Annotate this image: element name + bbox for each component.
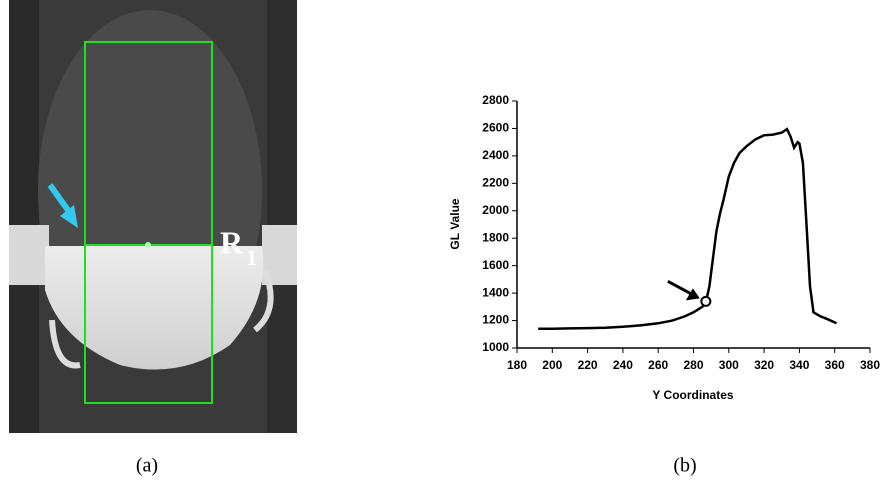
x-tick-label: 300 xyxy=(719,358,739,372)
annotation-arrow xyxy=(667,280,695,297)
caption: (b) xyxy=(673,455,696,477)
x-tick-label: 360 xyxy=(825,358,845,372)
x-tick-label: 260 xyxy=(648,358,668,372)
y-tick-label: 1400 xyxy=(482,285,509,299)
y-tick-label: 2600 xyxy=(482,121,509,135)
region-label: R xyxy=(220,224,244,260)
y-axis-label: GL Value xyxy=(448,198,462,249)
x-tick-label: 340 xyxy=(789,358,809,372)
x-tick-label: 240 xyxy=(613,358,633,372)
x-tick-label: 320 xyxy=(754,358,774,372)
x-tick-label: 280 xyxy=(683,358,703,372)
x-tick-label: 200 xyxy=(542,358,562,372)
y-tick-label: 1600 xyxy=(482,258,509,272)
caption: (a) xyxy=(136,455,158,477)
annotation-arrowhead xyxy=(685,288,700,301)
ct-image: R 1 xyxy=(9,0,297,433)
y-tick-label: 2800 xyxy=(482,93,509,107)
x-tick-label: 220 xyxy=(578,358,598,372)
y-tick-label: 2200 xyxy=(482,176,509,190)
y-tick-label: 2400 xyxy=(482,148,509,162)
y-tick-label: 1800 xyxy=(482,230,509,244)
data-line xyxy=(538,127,838,331)
x-axis-label: Y Coordinates xyxy=(652,388,733,402)
y-tick-label: 2000 xyxy=(482,203,509,217)
x-tick-label: 380 xyxy=(860,358,880,372)
x-tick-label: 180 xyxy=(507,358,527,372)
y-tick-label: 1000 xyxy=(482,340,509,354)
region-subscript: 1 xyxy=(246,245,257,270)
y-tick-label: 1200 xyxy=(482,313,509,327)
marker xyxy=(700,295,712,307)
